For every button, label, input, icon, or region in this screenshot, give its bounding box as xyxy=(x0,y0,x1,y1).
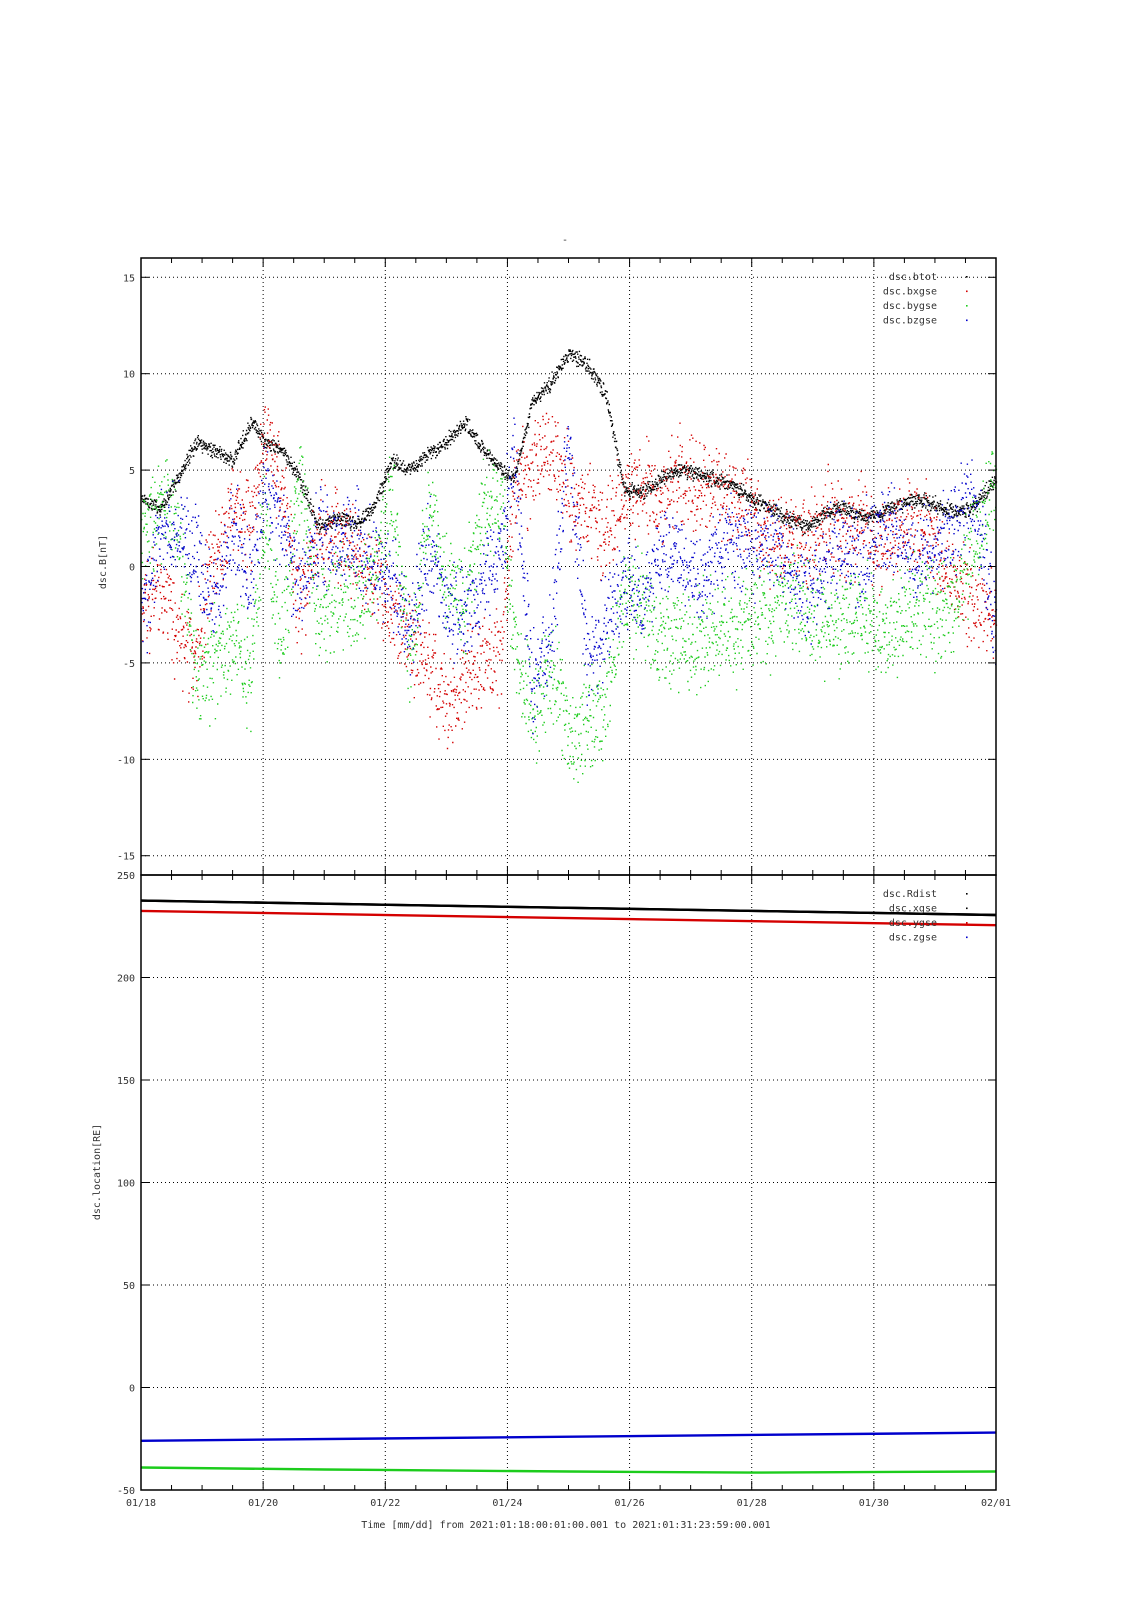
x-tick-label: 01/26 xyxy=(615,1498,645,1509)
legend-label: dsc.xgse xyxy=(889,904,937,915)
grid-bottom xyxy=(141,875,996,1490)
y-tick-label: -50 xyxy=(117,1486,135,1497)
x-tick-label: 02/01 xyxy=(981,1498,1011,1509)
axes-bottom: -50 0 50 100 150 200 250 xyxy=(117,871,997,1497)
y-tick-label: 10 xyxy=(123,370,135,381)
location-panel: -50 0 50 100 150 200 250 dsc.location[RE] dsc.… xyxy=(92,871,997,1497)
x-tick-label: 01/28 xyxy=(737,1498,767,1509)
y-tick-label: 0 xyxy=(129,1384,135,1395)
y-tick-label: 100 xyxy=(117,1179,135,1190)
y-tick-label: 50 xyxy=(123,1281,135,1292)
series-dsc-xgse xyxy=(140,899,997,917)
series-unnamed xyxy=(140,1466,997,1474)
y-tick-label: 200 xyxy=(117,974,135,985)
y-tick-label: 15 xyxy=(123,273,135,284)
series-dsc-zgse xyxy=(140,1431,997,1442)
legend-label: dsc.zgse xyxy=(889,933,937,944)
y-axis-label-bottom: dsc.location[RE] xyxy=(92,1124,103,1220)
x-tick-label: 01/24 xyxy=(492,1498,522,1509)
magnetic-field-panel: -15 -10 -5 0 5 10 15 dsc.B[nT] dsc.btot dsc.bxg… xyxy=(98,257,998,876)
legend-label: dsc.bzgse xyxy=(883,316,937,327)
legend-marker xyxy=(966,922,968,924)
legend-label: dsc.Rdist xyxy=(883,889,937,900)
legend-label: dsc.btot xyxy=(889,272,937,283)
legend-marker xyxy=(966,936,968,939)
x-tick-labels: 01/18 01/20 01/22 01/24 01/26 01/28 01/30 02/01 xyxy=(126,1498,1011,1509)
grid-top xyxy=(141,258,996,875)
series-dsc-ygse xyxy=(140,909,997,927)
y-tick-label: -10 xyxy=(117,755,135,766)
legend-marker xyxy=(966,290,968,293)
plot-frame xyxy=(140,874,997,1491)
marks-bottom xyxy=(140,899,997,1474)
x-tick-label: 01/30 xyxy=(859,1498,889,1509)
legend-marker xyxy=(966,305,968,307)
legend-top: dsc.btot dsc.bxgse dsc.bygse dsc.bzgse xyxy=(883,272,968,327)
y-axis-label-top: dsc.B[nT] xyxy=(98,535,109,589)
legend-label: dsc.bygse xyxy=(883,301,937,312)
y-tick-label: 150 xyxy=(117,1076,135,1087)
series-dsc-bygse xyxy=(141,446,998,783)
legend-bottom: dsc.Rdist dsc.xgse dsc.ygse dsc.zgse xyxy=(883,889,968,944)
legend-label: dsc.bxgse xyxy=(883,287,937,298)
legend-marker xyxy=(966,893,968,895)
chart-title: - xyxy=(562,235,568,246)
legend-marker xyxy=(966,276,968,278)
y-tick-label: 5 xyxy=(129,466,135,477)
axes-top: -15 -10 -5 0 5 10 15 xyxy=(117,257,997,876)
legend-marker xyxy=(966,907,968,910)
legend-label: dsc.ygse xyxy=(889,918,937,929)
series-dsc-bzgse xyxy=(141,417,998,735)
x-tick-label: 01/22 xyxy=(370,1498,400,1509)
legend-marker xyxy=(966,319,968,322)
x-axis-label: Time [mm/dd] from 2021:01:18:00:01:00.00… xyxy=(361,1520,770,1531)
y-tick-label: -15 xyxy=(117,852,135,863)
y-tick-label: 250 xyxy=(117,871,135,882)
x-tick-label: 01/18 xyxy=(126,1498,156,1509)
y-tick-label: 0 xyxy=(129,563,135,574)
y-tick-label: -5 xyxy=(123,659,135,670)
x-tick-label: 01/20 xyxy=(248,1498,278,1509)
